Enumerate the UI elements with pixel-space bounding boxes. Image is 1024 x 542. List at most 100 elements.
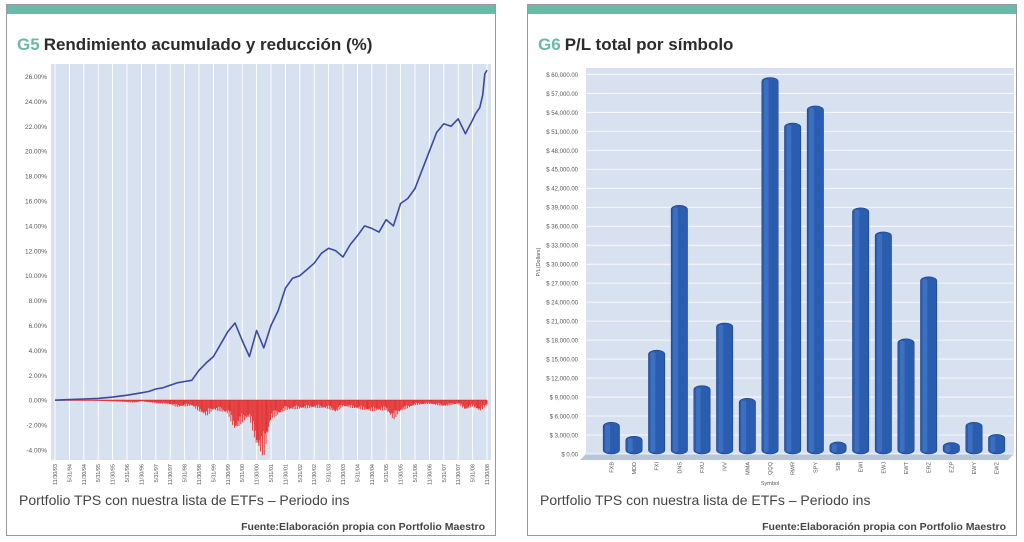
x-tick-label: 11/30/99 (226, 464, 232, 485)
y-tick-label: 6.00% (29, 323, 48, 330)
x-tick-label: ERZ (927, 461, 933, 473)
y-tick-label: $ 6,000.00 (550, 415, 579, 421)
x-tick-label: DNS (677, 462, 683, 474)
x-tick-label: SPY (813, 462, 819, 473)
bar-highlight (809, 107, 815, 452)
bar-highlight (763, 79, 769, 452)
x-tick-label: QQQ (768, 461, 774, 475)
panel-title: G6 P/L total por símbolo (538, 35, 733, 55)
equity-curve (54, 69, 488, 401)
figure-code: G6 (538, 35, 561, 54)
y-tick-label: $ 12,000.00 (546, 377, 578, 383)
x-tick-label: RWR (791, 462, 797, 475)
x-tick-label: 5/31/00 (240, 464, 246, 482)
x-tick-label: 5/31/07 (442, 464, 448, 482)
y-tick-label: $ 42,000.00 (546, 187, 578, 193)
x-tick-label: 11/30/03 (341, 464, 347, 485)
x-tick-label: 11/30/06 (427, 464, 433, 485)
x-tick-label: 11/30/98 (197, 464, 203, 485)
x-tick-label: 5/31/08 (471, 464, 477, 482)
figure-source: Fuente:Elaboración propia con Portfolio … (762, 521, 1006, 533)
x-tick-label: 11/30/05 (399, 464, 405, 485)
x-tick-label: EWY (972, 462, 978, 475)
y-tick-label: $ 30,000.00 (546, 263, 578, 269)
x-tick-label: SIB (836, 462, 842, 471)
x-tick-label: 5/31/95 (96, 464, 102, 482)
y-tick-label: $ 9,000.00 (550, 396, 579, 402)
x-tick-label: 5/31/05 (384, 464, 390, 482)
x-tick-label: EWI (859, 462, 865, 473)
x-tick-label: 11/30/96 (139, 464, 145, 485)
y-tick-label: -4.00% (26, 448, 47, 455)
x-tick-label: 5/31/96 (125, 464, 131, 482)
y-tick-label: 10.00% (25, 273, 47, 280)
y-tick-label: $ 3,000.00 (550, 434, 579, 440)
bar-highlight (741, 400, 747, 452)
cumulative-return-chart: 26.00% 24.00% 22.00% 20.00% 18.00% 16.00% 14.0… (25, 64, 491, 485)
chart-panel-returns: G5 Rendimiento acumulado y reducción (%) … (6, 4, 496, 536)
bar-highlight (990, 436, 996, 452)
x-tick-label: EZP (949, 462, 955, 473)
x-tick-label: FXU (700, 462, 706, 473)
y-tick-label: 14.00% (25, 223, 47, 230)
bar-highlight (899, 340, 905, 452)
pl-by-symbol-chart: $ 0.00 $ 3,000.00 $ 6,000.00 $ 9,000.00 $ 12… (536, 68, 1014, 487)
y-tick-label: 16.00% (25, 198, 47, 205)
bar-highlight (627, 438, 633, 452)
y-tick-label: 12.00% (25, 248, 47, 255)
y-tick-label: 0.00% (29, 398, 48, 405)
x-tick-label: 5/31/97 (154, 464, 160, 482)
y-tick-label: $ 33,000.00 (546, 244, 578, 250)
y-tick-label: $ 36,000.00 (546, 225, 578, 231)
x-tick-label: 5/31/98 (183, 464, 189, 482)
panel-accent-bar (7, 5, 495, 14)
y-tick-label: $ 57,000.00 (546, 92, 578, 98)
panel-accent-bar (528, 5, 1016, 14)
x-tick-label: 5/31/03 (327, 464, 333, 482)
figure-caption: Portfolio TPS con nuestra lista de ETFs … (540, 492, 871, 508)
panel-title: G5 Rendimiento acumulado y reducción (%) (17, 35, 372, 55)
y-tick-label: $ 39,000.00 (546, 206, 578, 212)
x-tick-label: IVV (723, 462, 729, 471)
y-tick-label: 20.00% (25, 149, 47, 156)
bar-highlight (786, 125, 792, 452)
x-tick-label: 11/30/94 (82, 464, 88, 485)
bar-highlight (605, 424, 611, 452)
x-tick-label: 5/31/04 (355, 464, 361, 482)
plot-floor (580, 454, 1014, 460)
x-tick-label: 11/30/04 (370, 464, 376, 485)
y-tick-label: 2.00% (29, 373, 48, 380)
x-tick-label: MMA (745, 462, 751, 475)
chart-panel-pl-by-symbol: G6 P/L total por símbolo $ 0.00 $ 3,000.00… (527, 4, 1017, 536)
bar-highlight (854, 209, 860, 452)
bar-highlight (650, 352, 656, 452)
y-axis-label: P/L(Dollars) (536, 247, 542, 276)
bar-highlight (673, 207, 679, 452)
x-tick-label: FXI (655, 462, 661, 471)
x-tick-label: MDD (632, 462, 638, 475)
figure-title: Rendimiento acumulado y reducción (%) (43, 35, 373, 54)
bar-highlight (695, 387, 701, 452)
figure-caption: Portfolio TPS con nuestra lista de ETFs … (19, 492, 350, 508)
y-tick-label: $ 15,000.00 (546, 358, 578, 364)
x-tick-label: 11/30/00 (255, 464, 261, 485)
bar-highlight (831, 443, 837, 452)
x-tick-label: 11/30/93 (53, 464, 59, 485)
bar-highlight (718, 325, 724, 452)
x-tick-label: EWT (904, 461, 910, 474)
x-tick-label: EWJ (881, 462, 887, 474)
figure-title: P/L total por símbolo (564, 35, 734, 54)
x-tick-label: 11/30/07 (456, 464, 462, 485)
figure-source: Fuente:Elaboración propia con Portfolio … (241, 521, 485, 533)
y-tick-label: $ 24,000.00 (546, 301, 578, 307)
figure-code: G5 (17, 35, 40, 54)
y-tick-label: 22.00% (25, 124, 47, 131)
y-tick-label: 8.00% (29, 298, 48, 305)
y-tick-label: $ 48,000.00 (546, 149, 578, 155)
y-tick-label: $ 51,000.00 (546, 130, 578, 136)
x-tick-label: 5/31/01 (269, 464, 275, 482)
bar-highlight (922, 278, 928, 452)
x-tick-label: 11/30/08 (485, 464, 491, 485)
bar-highlight (877, 233, 883, 452)
y-tick-label: $ 21,000.00 (546, 320, 578, 326)
